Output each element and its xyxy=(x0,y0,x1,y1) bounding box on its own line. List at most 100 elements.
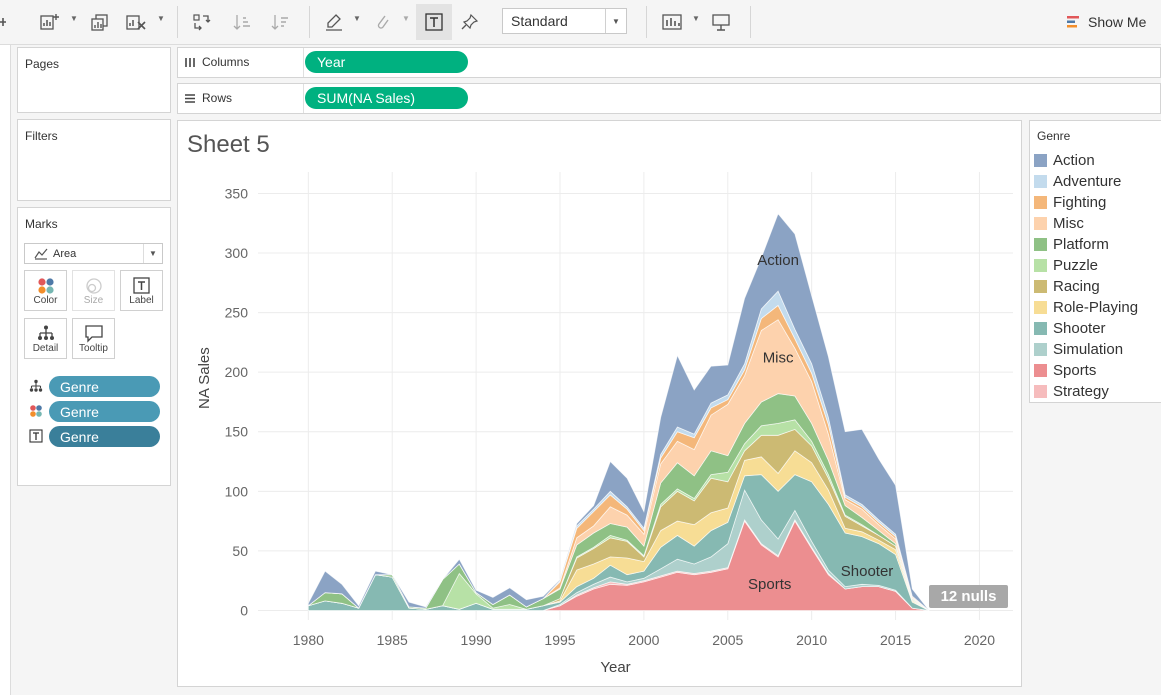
legend-item[interactable]: Action xyxy=(1034,150,1095,171)
toolbar-divider xyxy=(177,6,178,38)
show-cards-caret-icon[interactable]: ▼ xyxy=(692,14,700,23)
x-tick-label: 2020 xyxy=(964,632,995,648)
y-tick-label: 200 xyxy=(225,364,249,380)
legend-swatch xyxy=(1034,343,1047,356)
legend-item[interactable]: Sports xyxy=(1034,360,1096,381)
legend-item[interactable]: Simulation xyxy=(1034,339,1123,360)
x-axis-title: Year xyxy=(600,659,630,676)
y-tick-label: 0 xyxy=(240,602,248,618)
legend-item[interactable]: Puzzle xyxy=(1034,255,1098,276)
group-caret-icon[interactable]: ▼ xyxy=(402,14,410,23)
y-tick-label: 100 xyxy=(225,483,249,499)
rows-shelf-label: Rows xyxy=(202,91,233,105)
presentation-mode-icon[interactable] xyxy=(709,9,733,35)
color-genre-pill[interactable]: Genre xyxy=(49,401,160,422)
color-button[interactable]: Color xyxy=(24,270,67,311)
area-chart[interactable]: 0 50 100 150 200 250 300 350 1980 1985 1990 1995 200… xyxy=(178,160,1021,685)
tooltip-button[interactable]: Tooltip xyxy=(72,318,115,359)
y-tick-label: 50 xyxy=(232,543,248,559)
highlight-icon[interactable] xyxy=(322,9,346,35)
year-pill[interactable]: Year xyxy=(305,51,468,73)
legend-item[interactable]: Fighting xyxy=(1034,192,1106,213)
label-genre-pill[interactable]: Genre xyxy=(49,426,160,447)
color-field-icon xyxy=(28,403,44,419)
detail-button[interactable]: Detail xyxy=(24,318,67,359)
legend-swatch xyxy=(1034,322,1047,335)
legend-swatch xyxy=(1034,175,1047,188)
columns-shelf-label: Columns xyxy=(202,55,250,69)
sort-ascending-icon[interactable] xyxy=(230,9,254,35)
x-tick-label: 1980 xyxy=(293,632,324,648)
label-genre-pill-label: Genre xyxy=(60,428,99,445)
legend-swatch xyxy=(1034,280,1047,293)
columns-shelf[interactable]: Columns Year xyxy=(177,47,1161,78)
x-tick-label: 2000 xyxy=(628,632,659,648)
legend-item[interactable]: Role-Playing xyxy=(1034,297,1138,318)
legend-item[interactable]: Platform xyxy=(1034,234,1109,255)
detail-genre-pill[interactable]: Genre xyxy=(49,376,160,397)
show-me-button[interactable]: Show Me xyxy=(1066,10,1146,34)
legend-item[interactable]: Racing xyxy=(1034,276,1100,297)
genre-legend: Genre Action Adventure Fighting Misc Platfor… xyxy=(1029,120,1161,403)
legend-item-label: Strategy xyxy=(1053,383,1109,400)
fix-axes-pin-icon[interactable] xyxy=(458,9,482,35)
pages-card[interactable]: Pages xyxy=(17,47,171,113)
chevron-down-icon: ▼ xyxy=(605,9,626,33)
color-genre-pill-label: Genre xyxy=(60,403,99,420)
duplicate-sheet-icon[interactable] xyxy=(88,9,112,35)
data-pane-collapsed[interactable] xyxy=(0,45,11,695)
legend-swatch xyxy=(1034,259,1047,272)
swap-rows-columns-icon[interactable] xyxy=(190,9,214,35)
legend-item-label: Racing xyxy=(1053,278,1100,295)
columns-shelf-icon xyxy=(185,57,195,67)
marks-card-title: Marks xyxy=(25,217,58,231)
pages-card-title: Pages xyxy=(25,57,60,71)
filters-card[interactable]: Filters xyxy=(17,119,171,201)
na-sales-pill-label: SUM(NA Sales) xyxy=(317,90,416,106)
legend-swatch xyxy=(1034,238,1047,251)
show-me-label: Show Me xyxy=(1088,14,1147,30)
na-sales-pill[interactable]: SUM(NA Sales) xyxy=(305,87,468,109)
legend-item[interactable]: Adventure xyxy=(1034,171,1121,192)
legend-item-label: Shooter xyxy=(1053,320,1106,337)
x-tick-label: 1985 xyxy=(377,632,408,648)
area-mark-icon xyxy=(34,248,48,260)
label-icon xyxy=(132,277,150,294)
new-sheet-icon[interactable] xyxy=(0,9,10,35)
legend-item-label: Simulation xyxy=(1053,341,1124,358)
fit-dropdown[interactable]: Standard ▼ xyxy=(502,8,627,34)
clear-sheet-icon[interactable] xyxy=(124,9,148,35)
y-tick-label: 250 xyxy=(225,305,249,321)
y-tick-label: 300 xyxy=(225,245,249,261)
legend-item[interactable]: Strategy xyxy=(1034,381,1109,402)
rows-shelf[interactable]: Rows SUM(NA Sales) xyxy=(177,83,1161,114)
legend-item[interactable]: Misc xyxy=(1034,213,1084,234)
toolbar-divider xyxy=(646,6,647,38)
size-button-label: Size xyxy=(83,295,104,306)
new-worksheet-icon[interactable] xyxy=(38,9,62,35)
year-pill-label: Year xyxy=(317,54,346,70)
legend-item-label: Puzzle xyxy=(1053,257,1099,274)
size-button[interactable]: Size xyxy=(72,270,115,311)
group-members-icon[interactable] xyxy=(370,9,394,35)
sort-descending-icon[interactable] xyxy=(268,9,292,35)
legend-item-label: Platform xyxy=(1053,236,1109,253)
area-series-action[interactable] xyxy=(307,212,930,611)
highlight-caret-icon[interactable]: ▼ xyxy=(353,14,361,23)
mark-label-sports: Sports xyxy=(748,576,791,593)
legend-item[interactable]: Shooter xyxy=(1034,318,1106,339)
legend-swatch xyxy=(1034,301,1047,314)
detail-icon xyxy=(37,325,54,340)
new-worksheet-caret-icon[interactable]: ▼ xyxy=(70,14,78,23)
show-mark-labels-icon[interactable] xyxy=(416,4,452,40)
show-me-icon xyxy=(1067,16,1079,28)
toolbar: ▼ ▼ ▼ ▼ Standard ▼ ▼ Show Me xyxy=(0,0,1161,45)
mark-label-shooter: Shooter xyxy=(841,563,894,580)
clear-sheet-caret-icon[interactable]: ▼ xyxy=(157,14,165,23)
nulls-indicator[interactable]: 12 nulls xyxy=(929,585,1008,608)
legend-item-label: Adventure xyxy=(1053,173,1122,190)
legend-swatch xyxy=(1034,385,1047,398)
label-button[interactable]: Label xyxy=(120,270,163,311)
mark-type-dropdown[interactable]: Area ▼ xyxy=(24,243,163,264)
show-cards-icon[interactable] xyxy=(660,9,686,35)
